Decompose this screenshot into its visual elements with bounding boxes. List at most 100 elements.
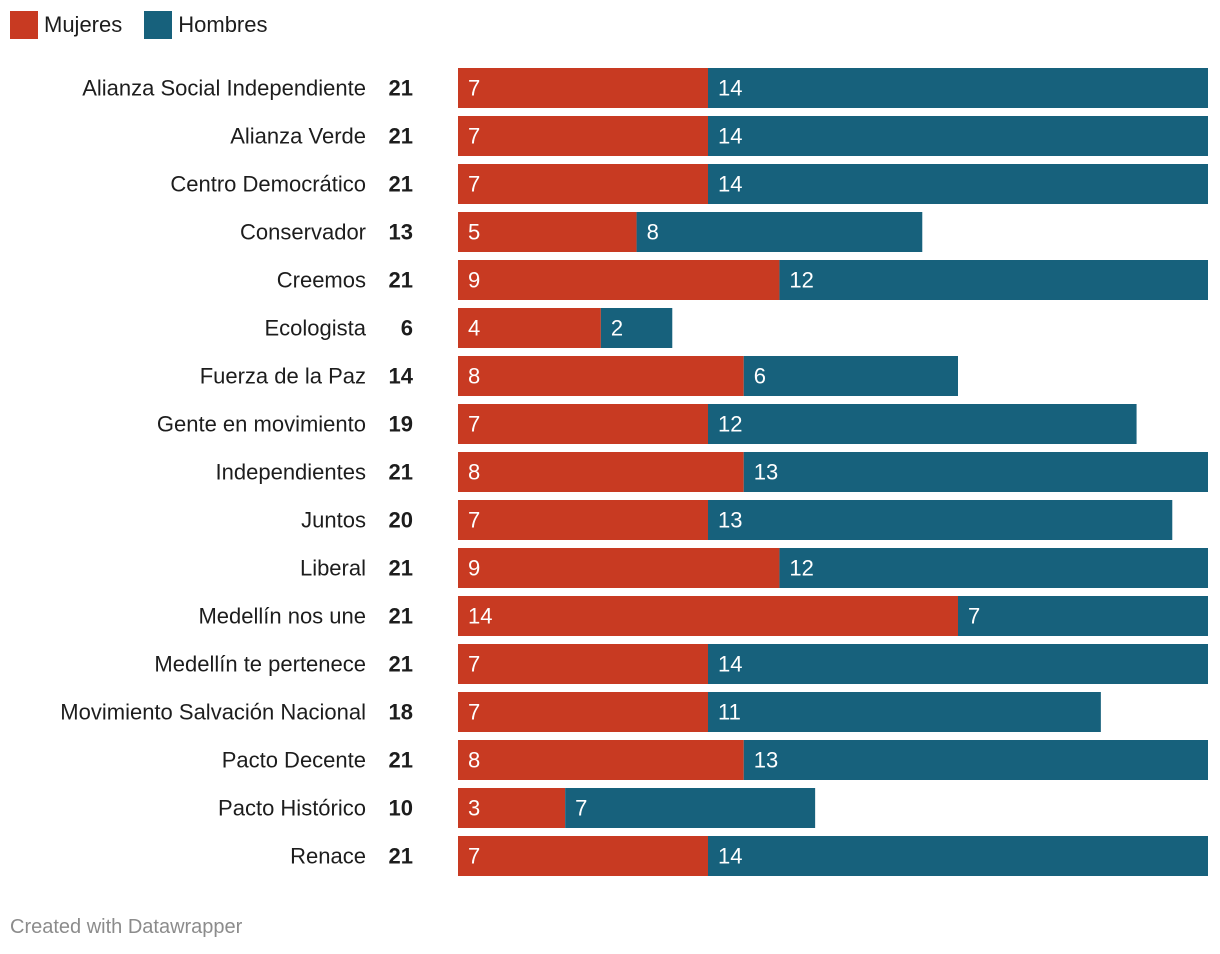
- stacked-bar-chart: Alianza Social Independiente 21 7 14 Alianza…: [60, 68, 1208, 876]
- category-label-conservador: Conservador: [240, 220, 366, 245]
- total-label-alianza-verde: 21: [389, 124, 413, 149]
- legend-label-mujeres: Mujeres: [44, 12, 123, 37]
- category-label-gente-en-movimiento: Gente en movimiento: [157, 412, 366, 437]
- value-label-hombres-movimiento-salvacion-nacional: 11: [718, 700, 741, 725]
- bar-hombres-pacto-historico[interactable]: [565, 788, 816, 828]
- value-label-mujeres-alianza-social-independiente: 7: [468, 76, 480, 101]
- value-label-hombres-alianza-social-independiente: 14: [718, 76, 742, 101]
- value-label-mujeres-ecologista: 4: [468, 316, 480, 341]
- footer-credit: Created with Datawrapper: [10, 916, 243, 938]
- bar-mujeres-pacto-historico[interactable]: [458, 788, 566, 828]
- legend-item-mujeres[interactable]: Mujeres: [10, 11, 122, 39]
- bar-hombres-medellin-te-pertenece[interactable]: [708, 644, 1208, 684]
- value-label-mujeres-medellin-nos-une: 14: [468, 604, 492, 629]
- total-label-creemos: 21: [389, 268, 413, 293]
- value-label-mujeres-creemos: 9: [468, 268, 480, 293]
- bar-mujeres-liberal[interactable]: [458, 548, 780, 588]
- bar-mujeres-gente-en-movimiento[interactable]: [458, 404, 708, 444]
- bar-hombres-movimiento-salvacion-nacional[interactable]: [708, 692, 1101, 732]
- value-label-mujeres-pacto-decente: 8: [468, 748, 480, 773]
- total-label-alianza-social-independiente: 21: [389, 76, 413, 101]
- category-label-creemos: Creemos: [277, 268, 366, 293]
- bar-hombres-medellin-nos-une[interactable]: [958, 596, 1208, 636]
- category-label-fuerza-de-la-paz: Fuerza de la Paz: [200, 364, 366, 389]
- value-label-hombres-ecologista: 2: [611, 316, 623, 341]
- bar-hombres-renace[interactable]: [708, 836, 1208, 876]
- category-label-juntos: Juntos: [301, 508, 366, 533]
- bar-mujeres-pacto-decente[interactable]: [458, 740, 744, 780]
- bar-mujeres-medellin-nos-une[interactable]: [458, 596, 958, 636]
- bar-hombres-alianza-verde[interactable]: [708, 116, 1208, 156]
- bar-mujeres-creemos[interactable]: [458, 260, 780, 300]
- value-label-hombres-alianza-verde: 14: [718, 124, 742, 149]
- total-label-movimiento-salvacion-nacional: 18: [389, 700, 413, 725]
- bar-hombres-juntos[interactable]: [708, 500, 1173, 540]
- legend-swatch-mujeres: [10, 11, 38, 39]
- value-label-mujeres-renace: 7: [468, 844, 480, 869]
- value-label-hombres-pacto-historico: 7: [575, 796, 587, 821]
- total-label-juntos: 20: [389, 508, 413, 533]
- category-label-pacto-decente: Pacto Decente: [222, 748, 366, 773]
- value-label-hombres-medellin-te-pertenece: 14: [718, 652, 742, 677]
- bar-hombres-liberal[interactable]: [779, 548, 1208, 588]
- category-label-medellin-nos-une: Medellín nos une: [198, 604, 366, 629]
- bar-mujeres-conservador[interactable]: [458, 212, 637, 252]
- legend-item-hombres[interactable]: Hombres: [144, 11, 268, 39]
- legend-label-hombres: Hombres: [178, 12, 268, 37]
- bar-mujeres-alianza-verde[interactable]: [458, 116, 708, 156]
- value-label-mujeres-alianza-verde: 7: [468, 124, 480, 149]
- bar-hombres-pacto-decente[interactable]: [743, 740, 1208, 780]
- value-label-hombres-creemos: 12: [789, 268, 813, 293]
- legend-swatch-hombres: [144, 11, 173, 39]
- value-label-mujeres-movimiento-salvacion-nacional: 7: [468, 700, 480, 725]
- category-label-liberal: Liberal: [300, 556, 366, 581]
- bar-mujeres-movimiento-salvacion-nacional[interactable]: [458, 692, 708, 732]
- bar-hombres-fuerza-de-la-paz[interactable]: [743, 356, 958, 396]
- category-label-movimiento-salvacion-nacional: Movimiento Salvación Nacional: [60, 700, 366, 725]
- value-label-hombres-pacto-decente: 13: [754, 748, 778, 773]
- value-label-hombres-juntos: 13: [718, 508, 742, 533]
- value-label-mujeres-independientes: 8: [468, 460, 480, 485]
- value-label-hombres-medellin-nos-une: 7: [968, 604, 980, 629]
- category-label-centro-democratico: Centro Democrático: [170, 172, 366, 197]
- bar-hombres-gente-en-movimiento[interactable]: [708, 404, 1137, 444]
- total-label-pacto-decente: 21: [389, 748, 413, 773]
- value-label-hombres-conservador: 8: [647, 220, 659, 245]
- bar-mujeres-renace[interactable]: [458, 836, 708, 876]
- bar-mujeres-medellin-te-pertenece[interactable]: [458, 644, 708, 684]
- total-label-fuerza-de-la-paz: 14: [389, 364, 414, 389]
- bar-hombres-creemos[interactable]: [779, 260, 1208, 300]
- value-label-hombres-centro-democratico: 14: [718, 172, 742, 197]
- bar-hombres-independientes[interactable]: [743, 452, 1208, 492]
- total-label-conservador: 13: [389, 220, 413, 245]
- category-label-alianza-social-independiente: Alianza Social Independiente: [82, 76, 366, 101]
- total-label-pacto-historico: 10: [389, 796, 413, 821]
- bar-hombres-ecologista[interactable]: [600, 308, 673, 348]
- total-label-medellin-nos-une: 21: [389, 604, 413, 629]
- category-label-alianza-verde: Alianza Verde: [230, 124, 366, 149]
- value-label-mujeres-gente-en-movimiento: 7: [468, 412, 480, 437]
- value-label-mujeres-centro-democratico: 7: [468, 172, 480, 197]
- bar-mujeres-centro-democratico[interactable]: [458, 164, 708, 204]
- total-label-ecologista: 6: [401, 316, 413, 341]
- total-label-medellin-te-pertenece: 21: [389, 652, 413, 677]
- bar-hombres-alianza-social-independiente[interactable]: [708, 68, 1208, 108]
- value-label-mujeres-conservador: 5: [468, 220, 480, 245]
- total-label-liberal: 21: [389, 556, 413, 581]
- bar-mujeres-alianza-social-independiente[interactable]: [458, 68, 708, 108]
- category-label-independientes: Independientes: [216, 460, 366, 485]
- category-label-pacto-historico: Pacto Histórico: [218, 796, 366, 821]
- category-label-ecologista: Ecologista: [264, 316, 366, 341]
- bar-mujeres-juntos[interactable]: [458, 500, 708, 540]
- total-label-independientes: 21: [389, 460, 413, 485]
- bar-mujeres-independientes[interactable]: [458, 452, 744, 492]
- value-label-mujeres-liberal: 9: [468, 556, 480, 581]
- bar-mujeres-ecologista[interactable]: [458, 308, 601, 348]
- legend: Mujeres Hombres: [10, 11, 290, 39]
- bar-hombres-centro-democratico[interactable]: [708, 164, 1208, 204]
- value-label-mujeres-fuerza-de-la-paz: 8: [468, 364, 480, 389]
- value-label-hombres-liberal: 12: [789, 556, 813, 581]
- total-label-centro-democratico: 21: [389, 172, 413, 197]
- bar-mujeres-fuerza-de-la-paz[interactable]: [458, 356, 744, 396]
- bar-hombres-conservador[interactable]: [636, 212, 923, 252]
